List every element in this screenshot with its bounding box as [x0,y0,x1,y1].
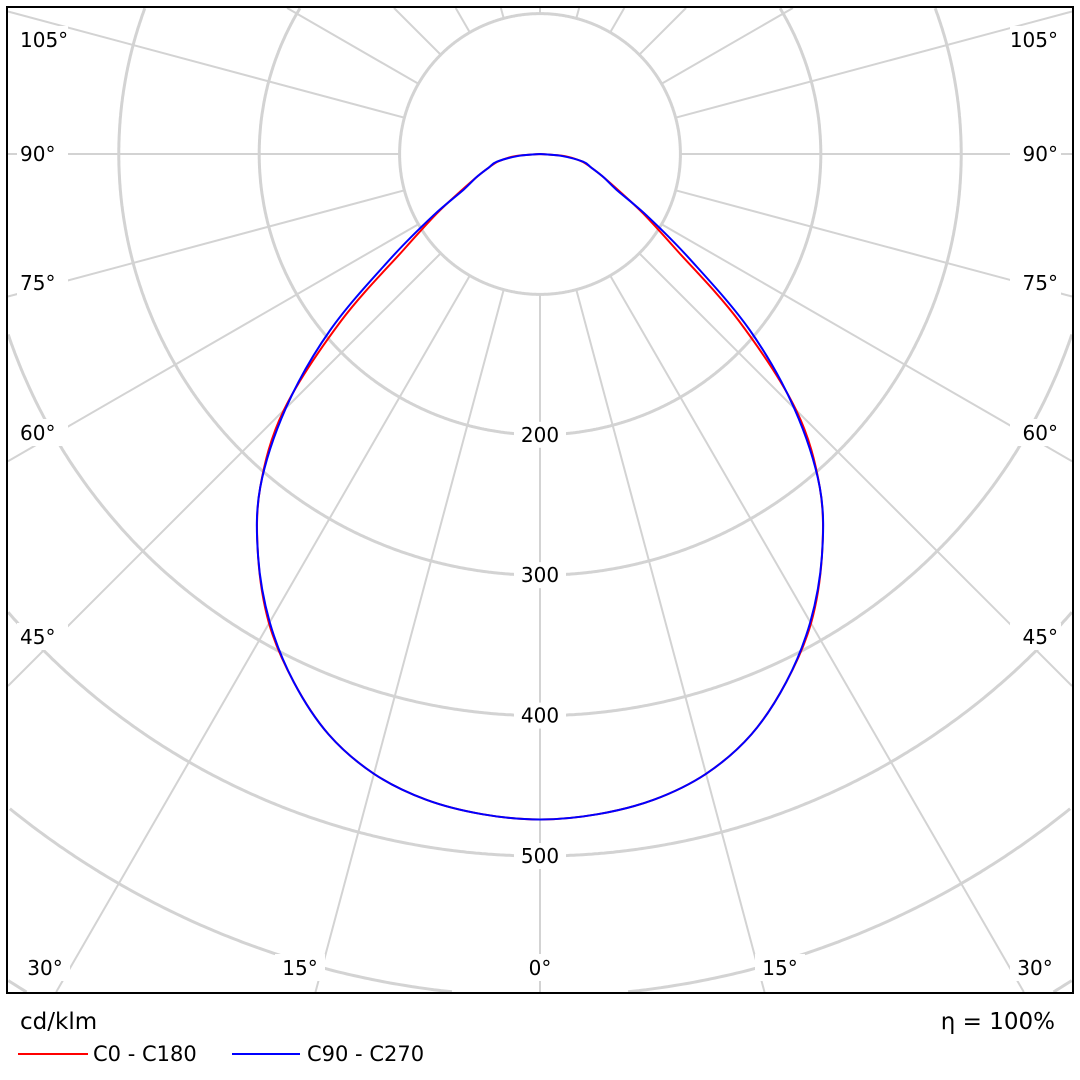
grid-spoke [7,189,405,298]
grid-spoke [675,10,1073,119]
radial-tick-label: 200 [521,423,559,447]
radial-tick-label: 400 [521,704,559,728]
angle-label-bg [515,954,565,981]
unit-label: cd/klm [20,1009,98,1035]
angle-label-bg [17,623,68,650]
grid-circle [7,611,1073,858]
angle-label: 30° [27,956,62,980]
grid-spoke [609,275,1025,993]
grid-circle [398,12,682,296]
grid-spoke [638,7,687,56]
angle-label-bg [1010,26,1061,53]
angle-label: 90° [20,142,55,166]
angle-label-bg [17,419,68,446]
radial-tick-label: 500 [521,844,559,868]
radial-tick-label: 300 [521,563,559,587]
grid-spoke [661,7,794,85]
grid-spoke [314,289,505,993]
angle-label-bg [275,954,325,981]
grid-spoke [499,7,505,19]
angle-label: 0° [529,956,552,980]
grid-spoke [661,223,1073,463]
grid-circle [8,807,1072,994]
grid-spoke [638,252,1073,687]
grid-spoke [7,252,442,687]
angle-label: 30° [1017,956,1052,980]
angle-label-bg [1010,623,1061,650]
radial-label-bg [514,562,566,589]
series-curve-c90-c270 [255,153,825,821]
grid-spoke [675,189,1073,298]
axis-labels: 200 300 400 500 105° 105° 90° 90° 75° 75° 60° 60° 45… [17,26,1061,981]
angle-label-bg [20,954,70,981]
legend-swatch-c90-c270 [232,1053,300,1055]
grid-spoke [7,10,405,119]
angle-label-bg [1010,269,1061,296]
angle-label-bg [17,269,68,296]
angle-label-bg [755,954,805,981]
angle-label: 45° [20,625,55,649]
polar-intensity-chart: 200 300 400 500 105° 105° 90° 90° 75° 75° 60° 60° 45… [6,6,1074,994]
grid-spoke [454,7,471,33]
efficiency-label: η = 100% [940,1009,1055,1035]
grid-spoke [393,7,442,56]
angle-label-bg [17,26,68,53]
angle-label: 60° [1023,421,1058,445]
grid-circle [117,7,963,577]
grid-spoke [7,223,419,463]
plot-frame [6,6,1074,994]
radial-label-bg [514,702,566,729]
legend-label-c0-c180: C0 - C180 [93,1042,197,1066]
angle-label: 15° [282,956,317,980]
legend-swatch-c0-c180 [18,1053,88,1055]
angle-label-bg [1010,140,1061,167]
angle-label: 105° [1010,28,1058,52]
angle-label: 75° [20,271,55,295]
angle-label-bg [1010,954,1060,981]
grid-spoke [609,7,626,33]
angle-label: 75° [1023,271,1058,295]
radial-label-bg [514,843,566,869]
legend-label-c90-c270: C90 - C270 [307,1042,425,1066]
grid-spoke [55,275,471,993]
angle-label: 15° [762,956,797,980]
angle-label: 90° [1023,142,1058,166]
grid-spoke [575,7,581,19]
angle-label-bg [1010,419,1061,446]
angle-label: 45° [1023,625,1058,649]
angle-label: 60° [20,421,55,445]
angle-label: 105° [20,28,68,52]
grid-spoke [575,289,766,993]
intensity-curves [255,153,825,821]
grid-circle [257,7,823,437]
angle-label-bg [17,140,68,167]
grid-circle [7,979,1073,994]
radial-label-bg [514,421,566,448]
grid-spoke [286,7,419,85]
